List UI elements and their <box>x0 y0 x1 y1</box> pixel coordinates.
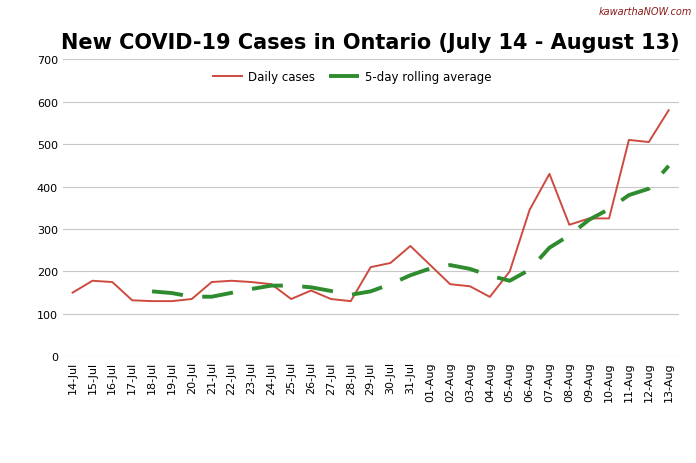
Daily cases <box>625 138 633 144</box>
5-day rolling average <box>287 283 295 289</box>
Daily cases <box>426 263 434 268</box>
Daily cases <box>505 269 514 275</box>
Title: New COVID-19 Cases in Ontario (July 14 - August 13): New COVID-19 Cases in Ontario (July 14 -… <box>61 33 680 53</box>
Line: Daily cases: Daily cases <box>72 111 669 301</box>
Daily cases <box>366 265 374 270</box>
5-day rolling average <box>525 267 534 273</box>
Legend: Daily cases, 5-day rolling average: Daily cases, 5-day rolling average <box>208 66 496 88</box>
Daily cases <box>168 299 176 304</box>
5-day rolling average <box>545 245 553 251</box>
Daily cases <box>108 280 116 285</box>
5-day rolling average <box>625 193 633 199</box>
Daily cases <box>446 282 454 288</box>
Daily cases <box>247 280 255 285</box>
Daily cases <box>585 216 594 222</box>
5-day rolling average <box>446 263 454 268</box>
Daily cases <box>326 297 335 302</box>
Line: 5-day rolling average: 5-day rolling average <box>152 166 669 297</box>
Daily cases <box>406 244 415 249</box>
5-day rolling average <box>605 207 613 213</box>
Daily cases <box>466 284 474 289</box>
Daily cases <box>644 140 653 145</box>
5-day rolling average <box>665 163 673 169</box>
5-day rolling average <box>228 290 236 296</box>
Daily cases <box>307 288 315 294</box>
5-day rolling average <box>247 287 255 292</box>
5-day rolling average <box>585 218 594 223</box>
Daily cases <box>347 299 355 304</box>
Daily cases <box>68 290 77 296</box>
Daily cases <box>228 278 236 284</box>
5-day rolling average <box>386 282 395 288</box>
5-day rolling average <box>644 187 653 192</box>
Daily cases <box>525 208 534 213</box>
Daily cases <box>128 298 136 303</box>
5-day rolling average <box>267 283 276 289</box>
5-day rolling average <box>207 294 216 300</box>
Daily cases <box>565 223 574 228</box>
5-day rolling average <box>188 294 196 300</box>
Daily cases <box>545 172 553 177</box>
5-day rolling average <box>347 292 355 298</box>
5-day rolling average <box>307 285 315 290</box>
Daily cases <box>207 280 216 285</box>
5-day rolling average <box>406 273 415 278</box>
Daily cases <box>148 299 156 304</box>
Daily cases <box>267 282 276 288</box>
5-day rolling average <box>466 267 474 272</box>
Daily cases <box>605 216 613 222</box>
5-day rolling average <box>366 289 374 294</box>
5-day rolling average <box>565 233 574 238</box>
Daily cases <box>188 297 196 302</box>
Daily cases <box>386 261 395 266</box>
5-day rolling average <box>505 278 514 284</box>
5-day rolling average <box>326 288 335 294</box>
Daily cases <box>88 278 97 284</box>
Daily cases <box>665 108 673 114</box>
Text: kawarthaNOW.com: kawarthaNOW.com <box>599 7 693 17</box>
5-day rolling average <box>148 289 156 294</box>
5-day rolling average <box>426 266 434 272</box>
Daily cases <box>486 294 494 300</box>
Daily cases <box>287 297 295 302</box>
5-day rolling average <box>486 273 494 279</box>
5-day rolling average <box>168 291 176 296</box>
